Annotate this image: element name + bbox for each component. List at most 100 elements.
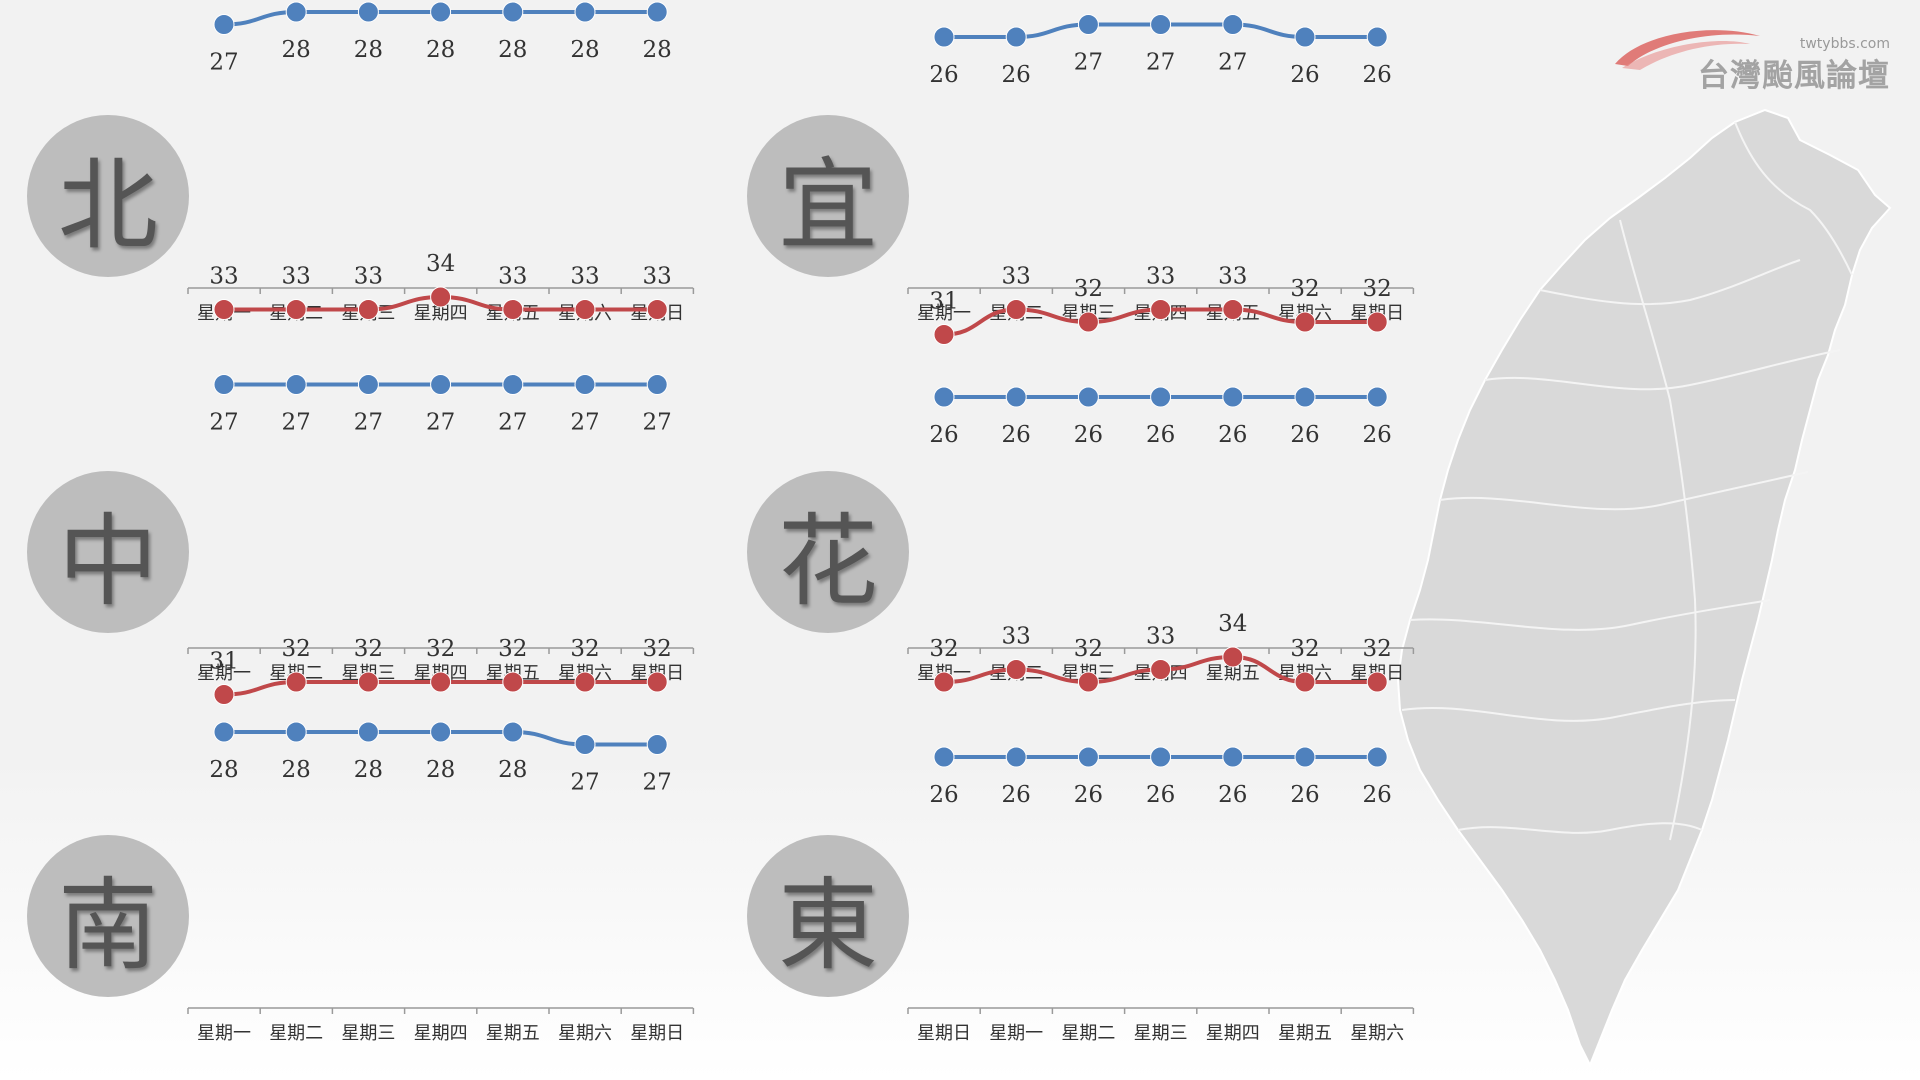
data-label: 28	[282, 757, 311, 783]
data-label: 27	[498, 410, 527, 436]
region-label: 花	[778, 502, 878, 620]
data-point	[1222, 14, 1244, 35]
data-label: 26	[1074, 422, 1103, 448]
x-tick-label: 星期三	[1134, 1023, 1188, 1044]
data-point	[1077, 746, 1099, 768]
data-point	[1366, 311, 1388, 333]
data-label: 32	[1363, 636, 1392, 662]
data-point	[1222, 299, 1244, 320]
data-label: 31	[929, 289, 958, 315]
data-label: 26	[929, 782, 958, 808]
data-point	[502, 299, 524, 320]
data-label: 33	[282, 264, 311, 290]
data-point	[1294, 386, 1316, 408]
region-badge: 中	[27, 471, 189, 633]
data-point	[430, 286, 452, 308]
data-label: 26	[1363, 62, 1392, 88]
data-point	[285, 374, 307, 395]
data-label: 33	[1002, 624, 1031, 650]
x-tick-label: 星期一	[197, 1023, 251, 1044]
data-point	[1150, 659, 1172, 680]
data-point	[1150, 299, 1172, 320]
data-label: 33	[1146, 264, 1175, 290]
data-point	[430, 1, 452, 23]
x-tick-label: 星期三	[341, 1023, 395, 1044]
data-point	[502, 671, 524, 693]
data-point	[213, 721, 235, 743]
x-tick-label: 星期二	[1061, 1023, 1115, 1044]
data-point	[430, 671, 452, 693]
region-badge: 花	[747, 471, 909, 633]
data-label: 28	[498, 757, 527, 783]
x-tick-label: 星期六	[558, 1023, 612, 1044]
data-label: 34	[1218, 611, 1247, 637]
data-point	[502, 1, 524, 23]
data-point	[357, 721, 379, 743]
data-point	[1077, 311, 1099, 333]
data-label: 26	[1074, 782, 1103, 808]
line-chart: 星期一 星期二 星期三 星期四 星期五 星期六 星期日 31 32 32 32 32 32 32 28 28 2…	[187, 636, 695, 1044]
data-point	[646, 299, 668, 320]
data-label: 33	[643, 264, 672, 290]
data-label: 26	[1146, 782, 1175, 808]
data-point	[1294, 671, 1316, 693]
region-badge: 宜	[747, 115, 909, 277]
data-label: 26	[1002, 782, 1031, 808]
data-point	[1222, 646, 1244, 668]
logo-name: 台灣颱風論壇	[1698, 58, 1890, 94]
taiwan-map-icon	[1396, 108, 1892, 1068]
region-badge: 北	[27, 115, 189, 277]
data-point	[574, 734, 596, 755]
data-point	[1222, 746, 1244, 768]
data-point	[933, 324, 955, 345]
data-label: 26	[1002, 62, 1031, 88]
data-point	[213, 14, 235, 35]
data-point	[213, 299, 235, 320]
region-label: 北	[58, 146, 158, 264]
data-label: 32	[570, 636, 599, 662]
data-point	[213, 684, 235, 705]
data-label: 28	[354, 37, 383, 63]
line-chart: 星期一星期二星期三星期四星期五星期六星期日3034333433333326262…	[907, 14, 1415, 324]
data-label: 27	[570, 770, 599, 796]
data-point	[285, 721, 307, 743]
data-label: 26	[1002, 422, 1031, 448]
region-badge: 東	[747, 835, 909, 997]
logo: twtybbs.com 台灣颱風論壇	[1600, 14, 1910, 94]
x-tick-label: 星期二	[269, 1023, 323, 1044]
logo-url: twtybbs.com	[1799, 36, 1890, 52]
data-point	[357, 1, 379, 23]
data-label: 27	[570, 410, 599, 436]
data-point	[1005, 746, 1027, 768]
data-point	[646, 374, 668, 395]
data-label: 28	[209, 757, 238, 783]
data-label: 32	[1290, 276, 1319, 302]
data-label: 33	[1002, 264, 1031, 290]
data-label: 28	[354, 757, 383, 783]
data-point	[285, 671, 307, 693]
data-label: 27	[1218, 50, 1247, 76]
data-label: 27	[209, 50, 238, 76]
data-label: 26	[1146, 422, 1175, 448]
x-tick-label: 星期六	[1350, 1023, 1404, 1044]
data-point	[502, 374, 524, 395]
data-label: 32	[1074, 276, 1103, 302]
data-label: 27	[643, 410, 672, 436]
data-label: 26	[1290, 782, 1319, 808]
x-tick-label: 星期日	[917, 1023, 971, 1044]
data-label: 33	[498, 264, 527, 290]
data-label: 26	[1363, 782, 1392, 808]
data-point	[1005, 299, 1027, 320]
data-label: 27	[209, 410, 238, 436]
data-point	[213, 374, 235, 395]
data-point	[1005, 26, 1027, 48]
data-point	[1366, 671, 1388, 693]
data-label: 27	[426, 410, 455, 436]
data-label: 26	[929, 62, 958, 88]
data-label: 28	[498, 37, 527, 63]
data-point	[1077, 671, 1099, 693]
data-point	[1366, 26, 1388, 48]
region-label: 南	[58, 866, 158, 984]
data-label: 27	[643, 770, 672, 796]
